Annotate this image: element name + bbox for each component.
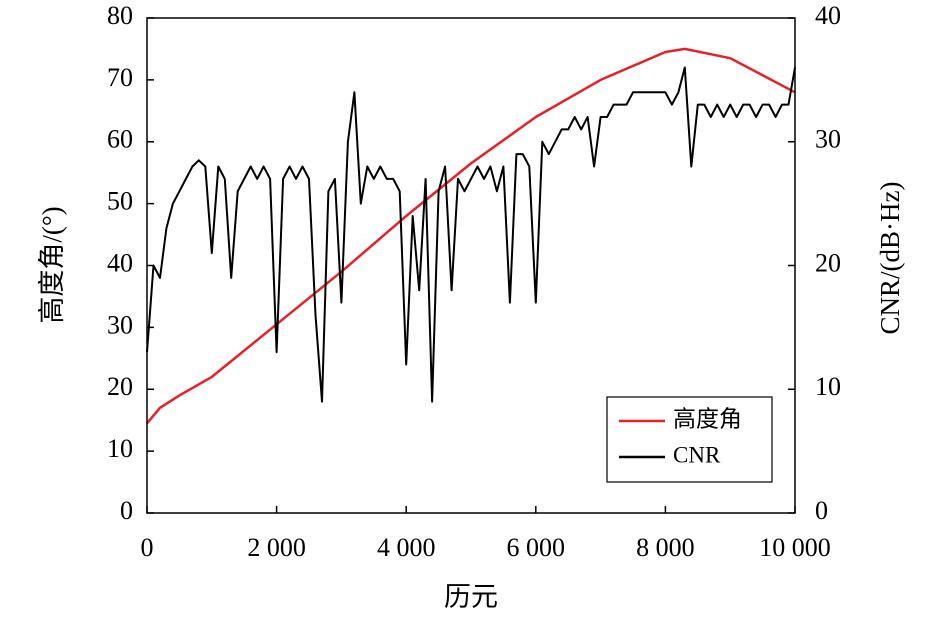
y-tick-label: 40 (107, 248, 133, 277)
y-tick-label: 10 (107, 434, 133, 463)
y-tick-label: 60 (107, 125, 133, 154)
y-tick-label: 80 (107, 1, 133, 30)
y2-tick-label: 40 (815, 1, 841, 30)
legend-label: CNR (673, 442, 721, 467)
y2-tick-label: 30 (815, 125, 841, 154)
y-tick-label: 50 (107, 187, 133, 216)
x-tick-label: 4 000 (377, 533, 436, 562)
x-tick-label: 8 000 (636, 533, 695, 562)
y2-axis-title: CNR/(dB·Hz) (875, 182, 905, 335)
x-tick-label: 10 000 (759, 533, 831, 562)
x-axis-title: 历元 (444, 582, 498, 612)
y2-tick-label: 20 (815, 248, 841, 277)
legend-label: 高度角 (673, 406, 742, 431)
y-tick-label: 0 (120, 496, 133, 525)
series-line (146, 66, 796, 403)
y2-tick-label: 10 (815, 372, 841, 401)
y-tick-label: 30 (107, 310, 133, 339)
y-tick-label: 20 (107, 372, 133, 401)
y-tick-label: 70 (107, 63, 133, 92)
x-tick-label: 6 000 (507, 533, 566, 562)
x-tick-label: 2 000 (247, 533, 306, 562)
y-axis-title: 高度角/(°) (37, 206, 67, 323)
y2-tick-label: 0 (815, 496, 828, 525)
legend-box (606, 396, 773, 483)
x-tick-label: 0 (141, 533, 154, 562)
